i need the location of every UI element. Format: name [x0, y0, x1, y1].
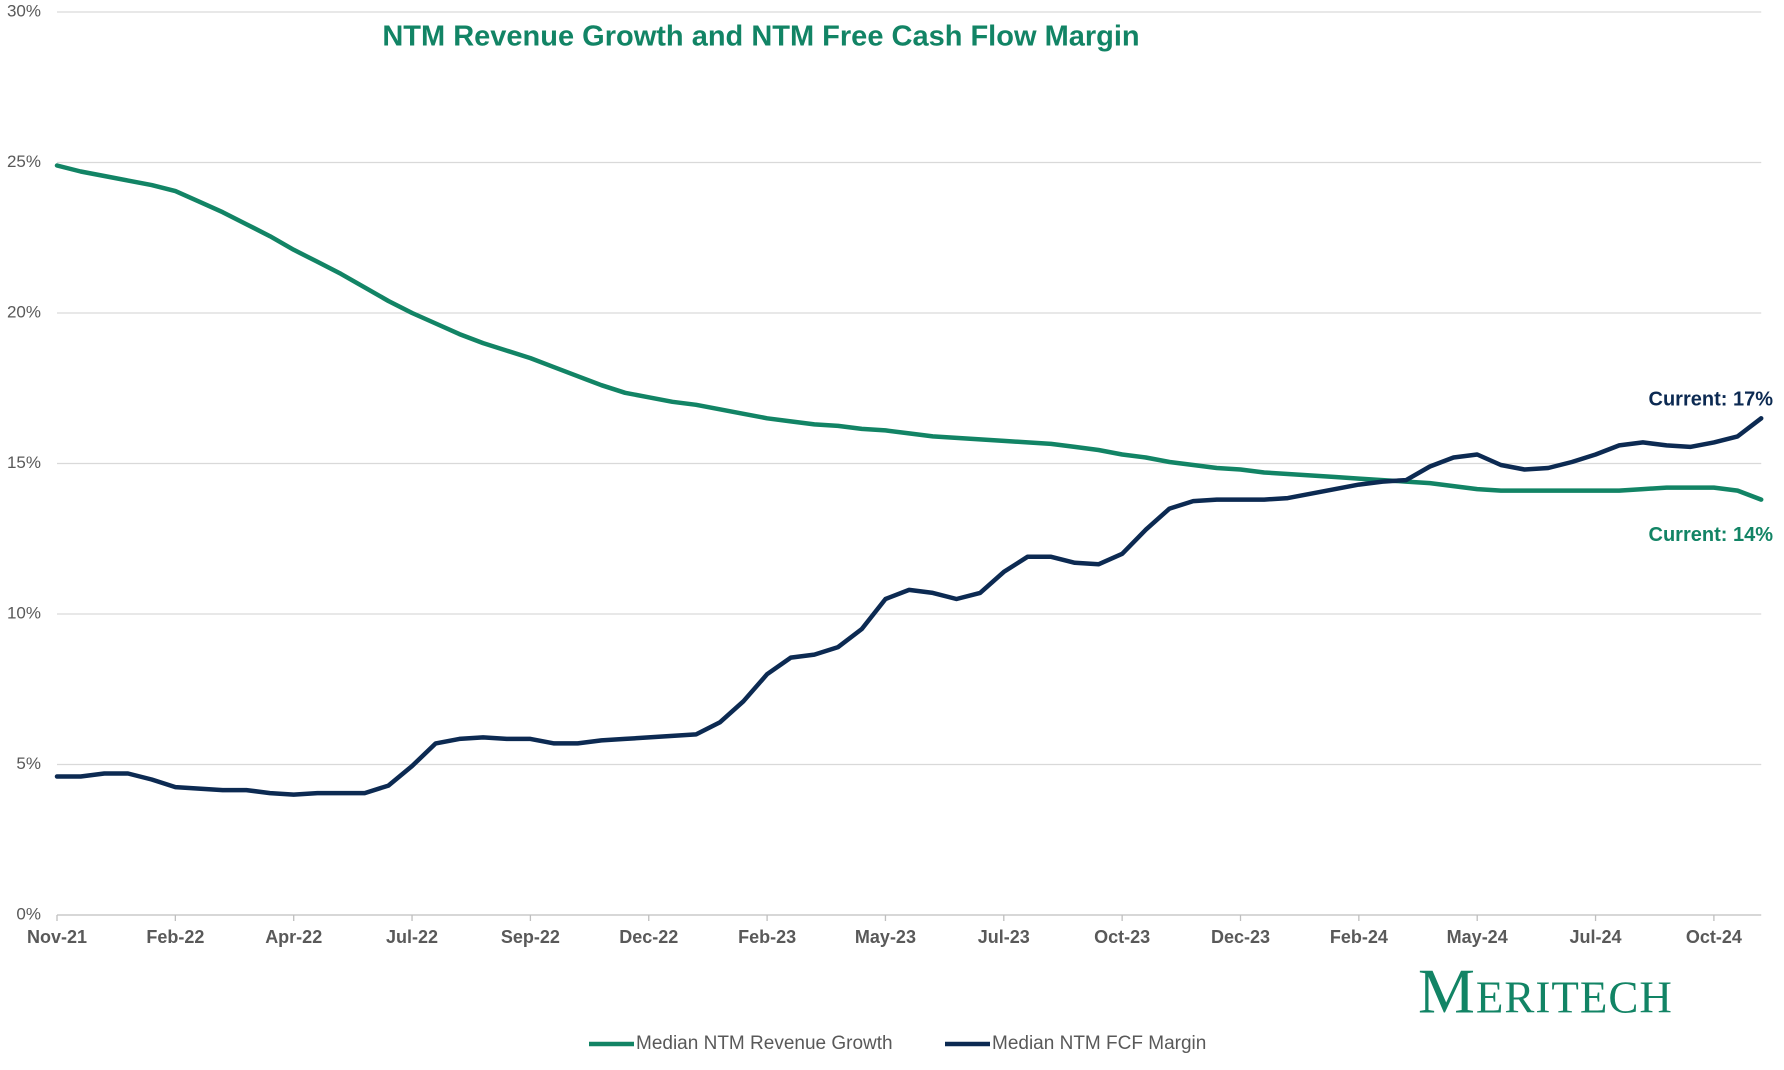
y-tick-label: 30% — [7, 1, 41, 20]
logo: Meritech — [1418, 956, 1673, 1027]
x-tick-label: Dec-22 — [619, 927, 678, 947]
x-tick-label: Apr-22 — [265, 927, 322, 947]
series-line — [54, 416, 1764, 797]
chart-title: NTM Revenue Growth and NTM Free Cash Flo… — [382, 21, 1139, 53]
legend-label: Median NTM FCF Margin — [992, 1033, 1206, 1054]
x-tick-label: Feb-24 — [1330, 927, 1388, 947]
x-tick-label: Dec-23 — [1211, 927, 1270, 947]
x-tick-label: Oct-24 — [1686, 927, 1742, 947]
series-line — [54, 163, 1764, 502]
x-tick-label: May-24 — [1447, 927, 1508, 947]
annotation: Current: 17% — [1649, 389, 1774, 411]
x-tick-label: Feb-22 — [146, 927, 204, 947]
x-tick-label: Feb-23 — [738, 927, 796, 947]
y-tick-label: 5% — [16, 754, 41, 773]
legend-label: Median NTM Revenue Growth — [636, 1033, 893, 1054]
x-tick-label: Jul-23 — [978, 927, 1030, 947]
x-tick-label: Jul-24 — [1570, 927, 1622, 947]
x-tick-label: Sep-22 — [501, 927, 560, 947]
y-tick-label: 25% — [7, 152, 41, 171]
x-tick-label: Jul-22 — [386, 927, 438, 947]
x-tick-label: Oct-23 — [1094, 927, 1150, 947]
annotation: Current: 14% — [1649, 524, 1774, 546]
y-tick-label: 10% — [7, 603, 41, 622]
x-tick-label: May-23 — [855, 927, 916, 947]
y-tick-label: 20% — [7, 302, 41, 321]
x-tick-label: Nov-21 — [27, 927, 87, 947]
y-tick-label: 15% — [7, 453, 41, 472]
y-tick-label: 0% — [16, 904, 41, 923]
